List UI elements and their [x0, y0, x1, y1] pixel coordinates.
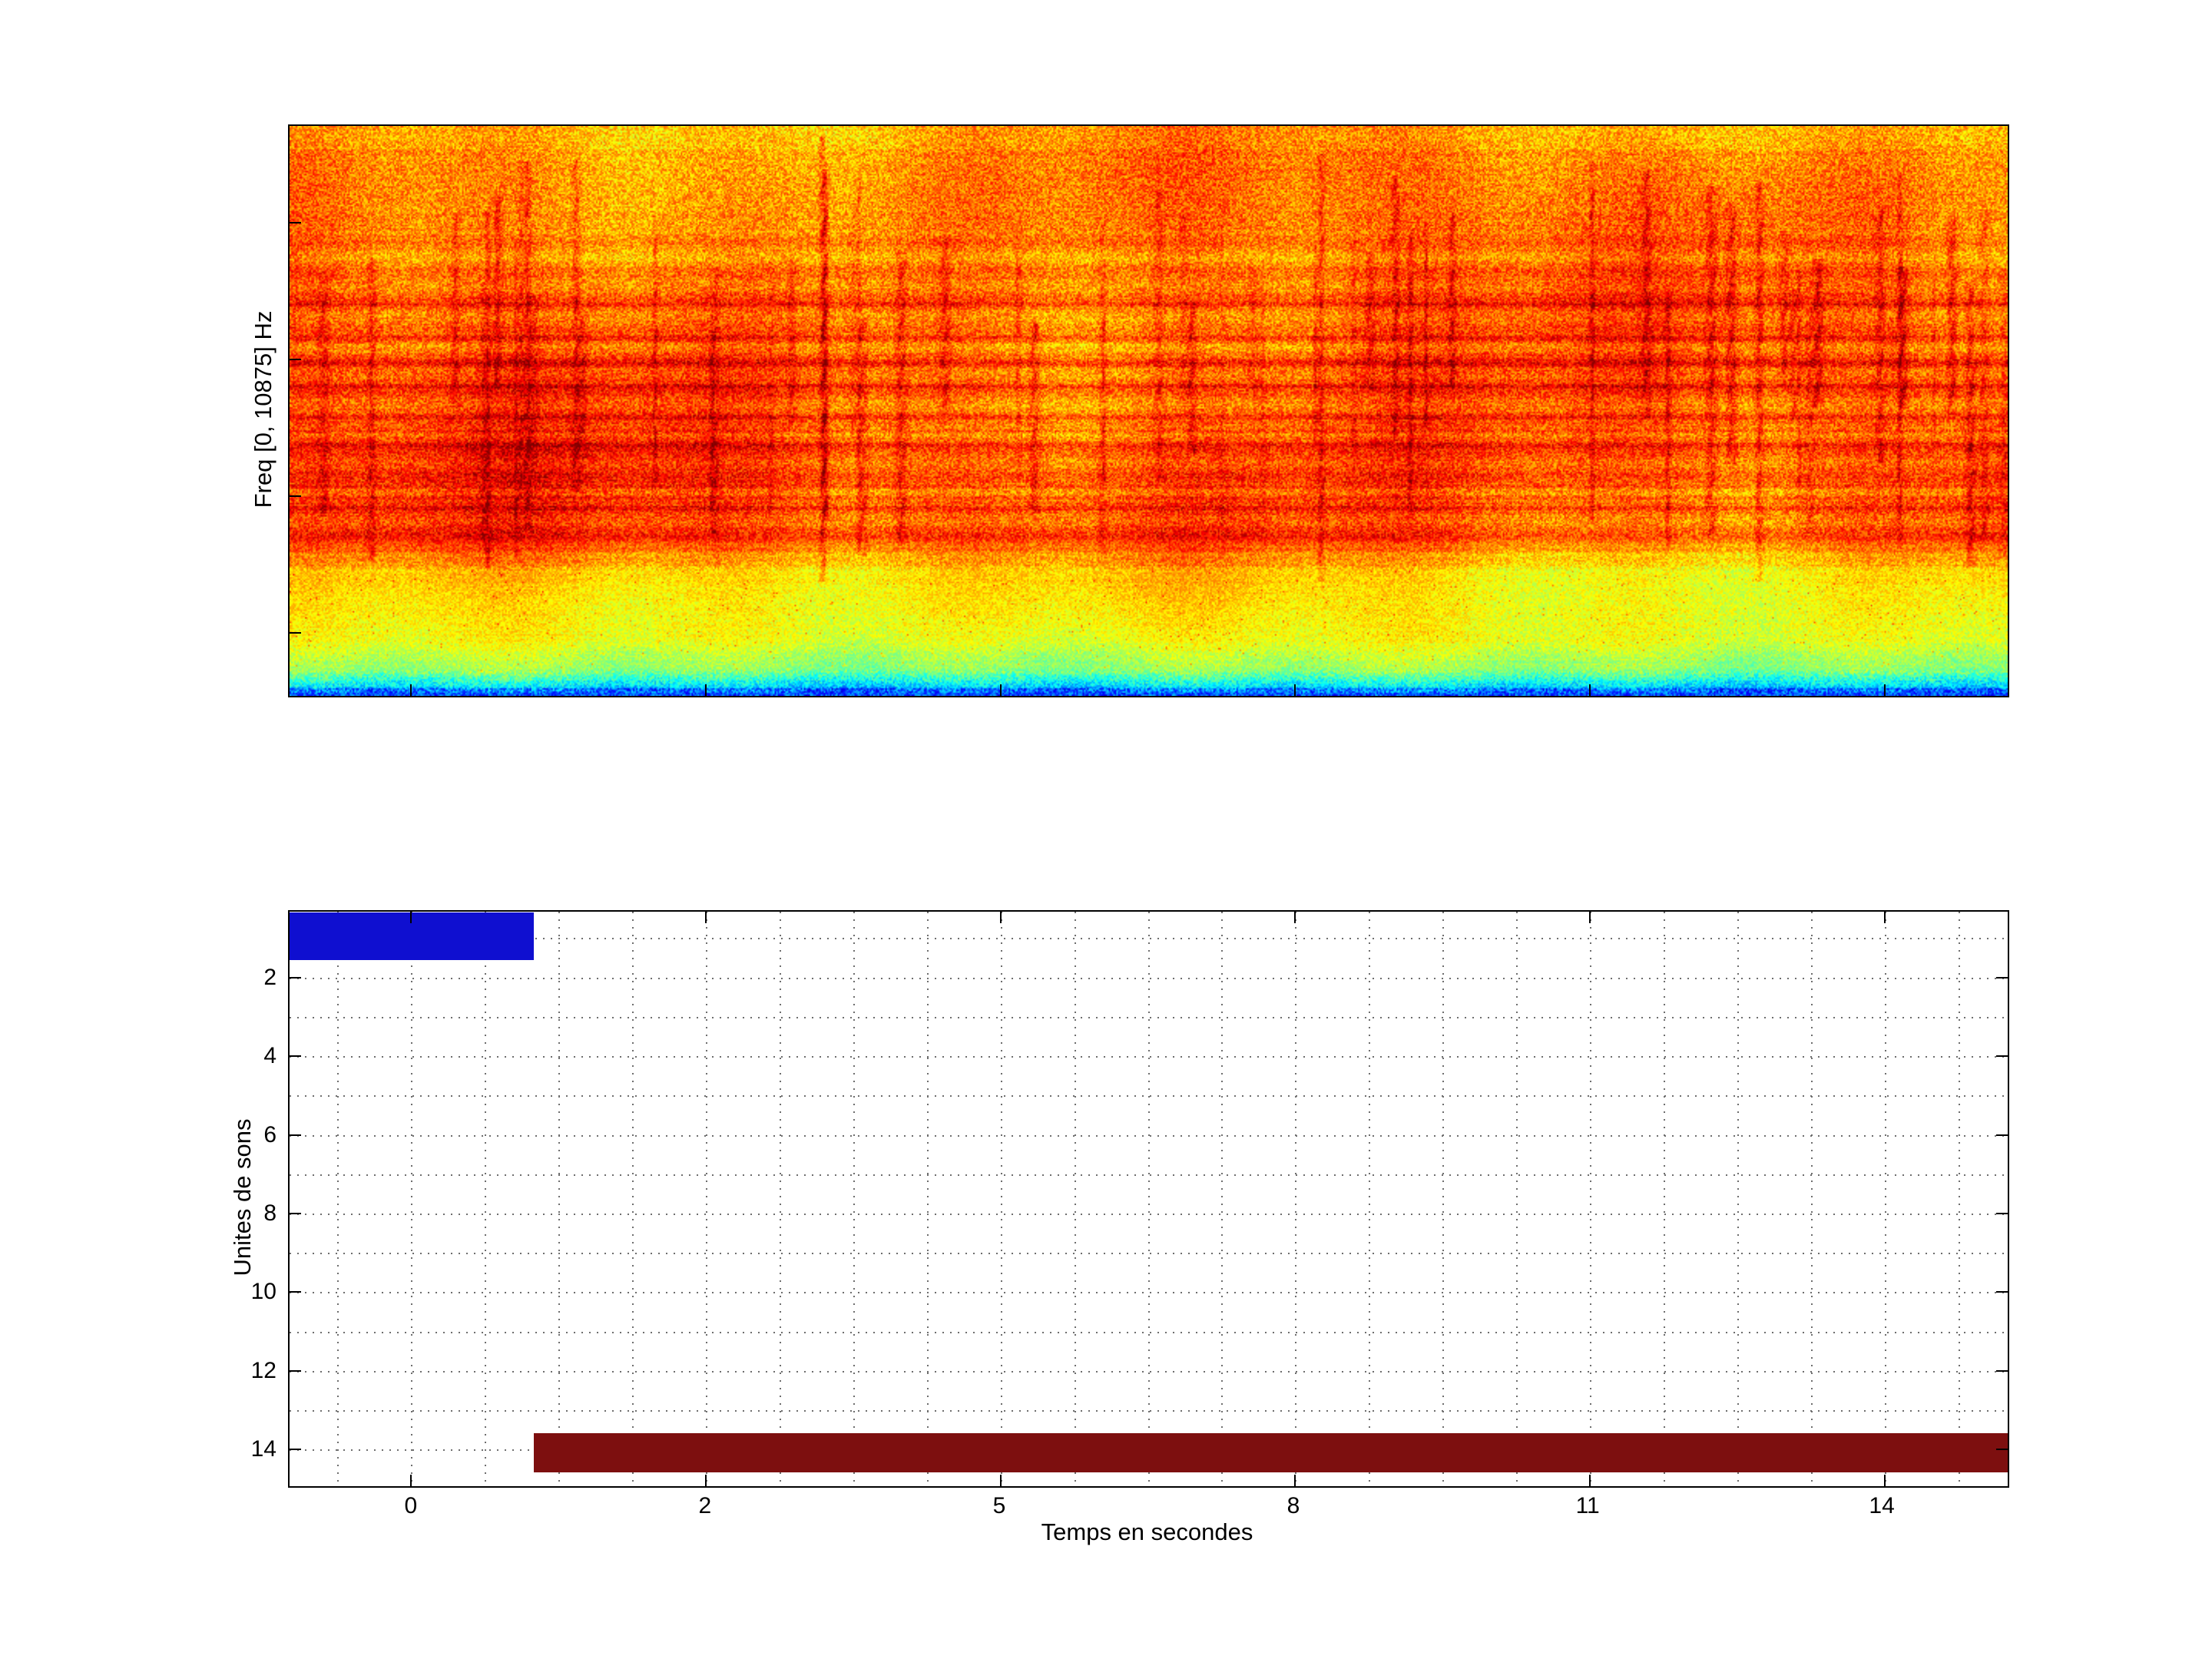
y-tick-mark — [290, 1134, 301, 1136]
gridline-vertical — [779, 912, 781, 1486]
gridline-vertical — [1958, 912, 1960, 1486]
spectrogram-x-tick-mark — [1294, 684, 1296, 696]
gridline-horizontal — [290, 1214, 2008, 1215]
y-tick-mark — [290, 1449, 301, 1451]
x-tick-mark — [1294, 1475, 1296, 1486]
gridline-vertical — [485, 912, 487, 1486]
gridline-horizontal — [290, 977, 2008, 979]
gridline-horizontal — [290, 1056, 2008, 1058]
gridline-horizontal — [290, 1370, 2008, 1373]
gridline-horizontal — [290, 1174, 2008, 1176]
gridline-vertical — [1074, 912, 1076, 1486]
gridline-vertical — [1442, 912, 1445, 1486]
spectrogram-y-tick-mark — [290, 632, 301, 634]
spectrogram-y-tick-mark — [290, 495, 301, 498]
bars-layer — [290, 912, 2008, 1486]
y-tick-mark — [1996, 1449, 2008, 1451]
spectrogram-x-tick-mark — [1883, 684, 1886, 696]
bar-sound-unit-14 — [534, 1433, 2008, 1472]
y-tick-label: 12 — [250, 1357, 276, 1383]
x-tick-mark — [1294, 912, 1296, 923]
x-tick-mark — [410, 912, 412, 923]
gridline-vertical — [1884, 912, 1886, 1486]
x-tick-mark — [1589, 1475, 1591, 1486]
gridline-horizontal — [290, 1292, 2008, 1294]
gridline-horizontal — [290, 1331, 2008, 1333]
detections-axes — [288, 910, 2009, 1488]
spectrogram-x-tick-mark — [1589, 684, 1591, 696]
spectrogram-tick-marks — [290, 126, 2008, 696]
gridline-vertical — [1295, 912, 1297, 1486]
gridline-horizontal — [290, 1410, 2008, 1412]
x-tick-label: 11 — [1575, 1493, 1600, 1518]
gridline-horizontal — [290, 1253, 2008, 1255]
gridline-vertical — [926, 912, 929, 1486]
y-tick-label: 10 — [250, 1279, 276, 1305]
spectrogram-y-tick-mark — [290, 222, 301, 224]
gridline-vertical — [1664, 912, 1666, 1486]
x-tick-mark — [704, 912, 707, 923]
y-tick-label: 2 — [263, 964, 276, 990]
y-tick-mark — [290, 976, 301, 979]
bar-sound-unit-1 — [290, 912, 535, 960]
y-tick-label: 14 — [250, 1436, 276, 1462]
spectrogram-image — [290, 126, 2008, 696]
gridline-vertical — [1810, 912, 1813, 1486]
gridline-vertical — [1147, 912, 1150, 1486]
spectrogram-axes — [288, 124, 2009, 697]
spectrogram-ylabel: Freq [0, 10875] Hz — [250, 310, 276, 508]
gridline-horizontal — [290, 1095, 2008, 1098]
y-tick-mark — [1996, 1134, 2008, 1136]
y-tick-mark — [1996, 1291, 2008, 1293]
grid-layer — [290, 912, 2008, 1486]
spectrogram-x-tick-mark — [704, 684, 707, 696]
y-tick-label: 6 — [263, 1121, 276, 1147]
x-tick-mark — [999, 912, 1002, 923]
y-tick-label: 8 — [263, 1200, 276, 1226]
x-tick-mark — [1589, 912, 1591, 923]
x-tick-label: 8 — [1286, 1493, 1300, 1518]
y-tick-mark — [1996, 1369, 2008, 1372]
x-tick-label: 0 — [404, 1493, 418, 1518]
y-tick-label: 4 — [263, 1043, 276, 1069]
x-tick-label: 14 — [1869, 1493, 1895, 1518]
gridline-horizontal — [290, 1134, 2008, 1137]
gridline-vertical — [1737, 912, 1739, 1486]
gridline-vertical — [411, 912, 413, 1486]
y-tick-mark — [1996, 976, 2008, 979]
spectrogram-x-tick-mark — [999, 684, 1002, 696]
x-tick-mark — [1883, 912, 1886, 923]
detections-tick-marks — [290, 912, 2008, 1486]
x-tick-label: 5 — [992, 1493, 1006, 1518]
gridline-vertical — [1516, 912, 1518, 1486]
y-tick-mark — [1996, 1055, 2008, 1058]
detections-xlabel: Temps en secondes — [1041, 1518, 1253, 1545]
gridline-vertical — [1369, 912, 1371, 1486]
spectrogram-x-tick-mark — [410, 684, 412, 696]
gridline-vertical — [558, 912, 561, 1486]
y-tick-mark — [1996, 1213, 2008, 1214]
gridline-vertical — [853, 912, 855, 1486]
gridline-vertical — [705, 912, 707, 1486]
x-tick-mark — [1883, 1475, 1886, 1486]
x-tick-mark — [704, 1475, 707, 1486]
x-tick-label: 2 — [698, 1493, 712, 1518]
gridline-vertical — [1000, 912, 1002, 1486]
spectrogram-y-tick-mark — [290, 359, 301, 361]
gridline-vertical — [1590, 912, 1592, 1486]
gridline-vertical — [631, 912, 634, 1486]
y-tick-mark — [290, 1369, 301, 1372]
y-tick-mark — [290, 1055, 301, 1058]
gridline-vertical — [1221, 912, 1224, 1486]
gridline-horizontal — [290, 1016, 2008, 1018]
gridline-vertical — [337, 912, 339, 1486]
y-tick-mark — [290, 1213, 301, 1214]
x-tick-mark — [410, 1475, 412, 1486]
x-tick-mark — [999, 1475, 1002, 1486]
gridline-horizontal — [290, 938, 2008, 940]
y-tick-mark — [290, 1291, 301, 1293]
